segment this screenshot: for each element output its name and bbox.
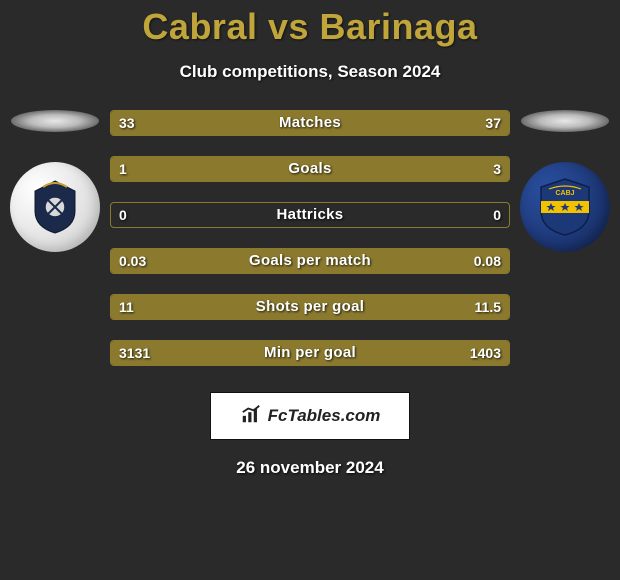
- stat-bars: 33 Matches 37 1 Goals 3 0 Hattricks 0 0.03 Goals p…: [110, 110, 510, 366]
- stat-label: Goals per match: [249, 249, 371, 273]
- left-player-column: [0, 110, 110, 252]
- stat-label: Goals: [288, 157, 331, 181]
- stat-left-value: 33: [119, 111, 135, 135]
- stat-left-value: 0: [119, 203, 127, 227]
- stat-right-value: 11.5: [475, 295, 501, 319]
- stat-row: 3131 Min per goal 1403: [110, 340, 510, 366]
- stat-right-value: 0.08: [474, 249, 501, 273]
- svg-text:CABJ: CABJ: [555, 190, 574, 197]
- brand-badge[interactable]: FcTables.com: [210, 392, 410, 440]
- date-text: 26 november 2024: [236, 458, 383, 478]
- stat-row: 1 Goals 3: [110, 156, 510, 182]
- player-shadow: [11, 110, 99, 132]
- stat-left-value: 0.03: [119, 249, 146, 273]
- stat-label: Shots per goal: [256, 295, 364, 319]
- chart-icon: [240, 403, 262, 430]
- page-title: Cabral vs Barinaga: [142, 6, 477, 48]
- brand-text: FcTables.com: [268, 406, 381, 426]
- stat-right-value: 1403: [470, 341, 501, 365]
- stat-row: 33 Matches 37: [110, 110, 510, 136]
- subtitle: Club competitions, Season 2024: [180, 62, 441, 82]
- right-player-column: CABJ: [510, 110, 620, 252]
- stat-label: Hattricks: [277, 203, 344, 227]
- stat-row: 0.03 Goals per match 0.08: [110, 248, 510, 274]
- stat-label: Min per goal: [264, 341, 356, 365]
- bar-fill-right: [211, 157, 510, 181]
- boca-badge-icon: CABJ: [520, 162, 610, 252]
- stat-row: 11 Shots per goal 11.5: [110, 294, 510, 320]
- stat-right-value: 3: [493, 157, 501, 181]
- stat-left-value: 11: [119, 295, 134, 319]
- comparison-card: Cabral vs Barinaga Club competitions, Se…: [0, 0, 620, 580]
- stat-right-value: 37: [485, 111, 501, 135]
- stat-left-value: 1: [119, 157, 127, 181]
- stat-label: Matches: [279, 111, 341, 135]
- stats-wrap: 33 Matches 37 1 Goals 3 0 Hattricks 0 0.03 Goals p…: [0, 110, 620, 366]
- stat-right-value: 0: [493, 203, 501, 227]
- bar-fill-left: [111, 111, 298, 135]
- stat-left-value: 3131: [119, 341, 150, 365]
- stat-row: 0 Hattricks 0: [110, 202, 510, 228]
- player-shadow: [521, 110, 609, 132]
- gimnasia-badge-icon: [10, 162, 100, 252]
